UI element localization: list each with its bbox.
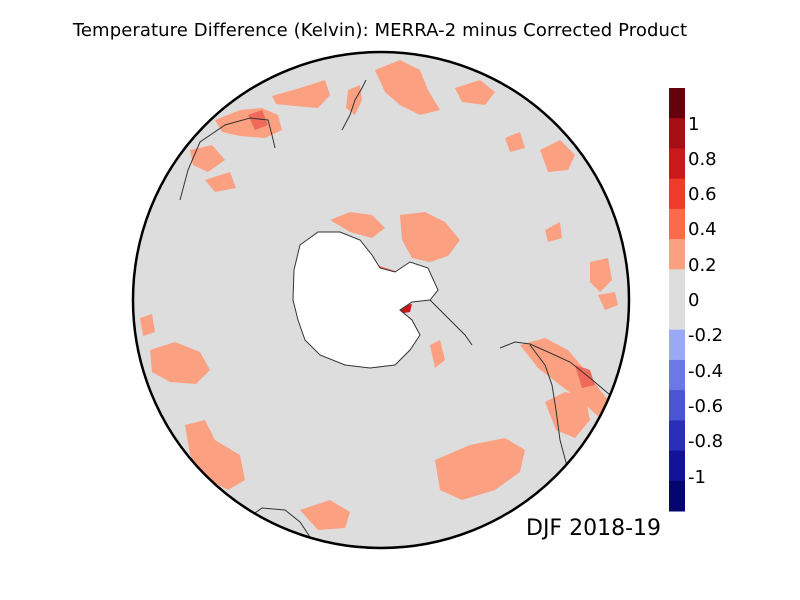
colorbar-segment xyxy=(669,269,685,300)
antarctic-peninsula xyxy=(429,299,473,346)
colorbar-tick-label: 0.2 xyxy=(688,255,717,276)
australia-coastline xyxy=(179,117,276,201)
colorbar-segment xyxy=(669,359,685,391)
positive-anomaly-patches xyxy=(140,60,618,530)
africa-coastline xyxy=(244,507,313,541)
colorbar-tick-label: 0 xyxy=(688,290,699,311)
colorbar-segment xyxy=(669,178,685,210)
colorbar-tick-label: -0.6 xyxy=(688,396,723,417)
colorbar-segment xyxy=(669,329,685,361)
colorbar-tick-label: 1 xyxy=(688,114,699,135)
colorbar-tick-label: 0.8 xyxy=(688,149,717,170)
colorbar-segment xyxy=(669,450,685,482)
colorbar-segment xyxy=(669,299,685,331)
colorbar-segment xyxy=(669,88,685,119)
colorbar-segment xyxy=(669,148,685,180)
colorbar-segment xyxy=(669,239,685,270)
new-zealand-coastline xyxy=(341,79,367,131)
colorbar: 1 0.8 0.6 0.4 0.2 0 -0.2 -0.4 -0.6 -0.8 -1 xyxy=(669,88,723,512)
colorbar-segment xyxy=(669,208,685,240)
colorbar-tick-label: 0.4 xyxy=(688,219,717,240)
season-label: DJF 2018-19 xyxy=(526,516,661,541)
colorbar-tick-label: 0.6 xyxy=(688,184,717,205)
map-title: Temperature Difference (Kelvin): MERRA-2… xyxy=(72,20,688,41)
colorbar-segment xyxy=(669,118,685,149)
antarctic-ice-sheet xyxy=(292,231,439,369)
colorbar-segment xyxy=(669,420,685,452)
colorbar-segment xyxy=(669,480,685,512)
colorbar-tick-label: -0.2 xyxy=(688,325,723,346)
colorbar-tick-label: -1 xyxy=(688,467,706,488)
colorbar-tick-label: -0.8 xyxy=(688,431,723,452)
map-boundary xyxy=(131,50,631,550)
colorbar-tick-label: -0.4 xyxy=(688,361,723,382)
colorbar-segment xyxy=(669,390,685,421)
map-disc xyxy=(133,52,629,548)
